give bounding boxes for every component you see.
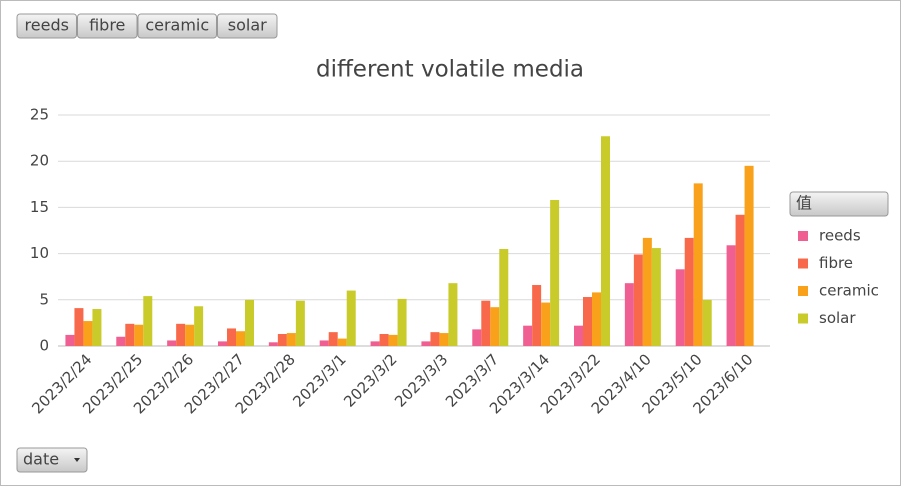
legend-swatch bbox=[798, 313, 808, 324]
bar bbox=[583, 297, 592, 346]
bar bbox=[83, 321, 93, 346]
bar bbox=[379, 333, 389, 346]
field-button[interactable] bbox=[217, 13, 278, 39]
bar bbox=[574, 325, 583, 346]
bar bbox=[346, 290, 356, 346]
bar bbox=[134, 324, 144, 346]
legend-title: 值 bbox=[796, 194, 812, 213]
legend-swatch bbox=[798, 231, 808, 241]
bar bbox=[624, 283, 634, 346]
bar bbox=[601, 136, 610, 346]
legend-title-button[interactable] bbox=[789, 191, 889, 217]
date-field-button[interactable] bbox=[16, 447, 88, 473]
field-button-label: ceramic bbox=[145, 16, 209, 35]
dropdown-arrow bbox=[74, 458, 80, 462]
bar bbox=[218, 341, 227, 346]
legend-label: ceramic bbox=[819, 282, 879, 300]
legend-label: solar bbox=[819, 309, 856, 327]
x-tick-label: 2023/3/3 bbox=[391, 350, 451, 410]
bar bbox=[388, 334, 398, 346]
bar bbox=[125, 323, 135, 346]
bar bbox=[633, 254, 643, 346]
bar bbox=[286, 333, 296, 346]
bar bbox=[295, 300, 305, 346]
bar bbox=[337, 338, 347, 346]
bar bbox=[92, 309, 102, 346]
bar bbox=[370, 341, 380, 346]
bar bbox=[651, 248, 661, 346]
bar bbox=[541, 302, 551, 346]
bar bbox=[532, 285, 542, 346]
chart-title: different volatile media bbox=[316, 57, 584, 83]
x-tick-label: 2023/3/1 bbox=[289, 350, 349, 410]
bar bbox=[194, 306, 204, 346]
bar bbox=[744, 165, 754, 346]
date-field-label: date bbox=[23, 450, 59, 469]
bar bbox=[693, 183, 703, 346]
bar bbox=[472, 329, 482, 346]
bar bbox=[726, 245, 736, 346]
bar bbox=[185, 324, 195, 346]
bar bbox=[675, 269, 685, 346]
bar bbox=[550, 200, 560, 346]
bar bbox=[684, 237, 694, 346]
bar bbox=[430, 332, 440, 346]
y-tick-label: 25 bbox=[30, 106, 49, 124]
bar bbox=[490, 307, 500, 346]
x-tick-label: 2023/3/2 bbox=[340, 350, 400, 410]
y-tick-label: 15 bbox=[30, 198, 49, 216]
bar bbox=[65, 334, 75, 346]
bar bbox=[176, 323, 186, 346]
field-button-label: solar bbox=[228, 16, 267, 35]
bar bbox=[439, 333, 449, 346]
legend-swatch bbox=[798, 258, 808, 269]
bar bbox=[702, 299, 712, 346]
bar bbox=[227, 328, 236, 346]
bar bbox=[397, 298, 407, 346]
field-button-label: reeds bbox=[25, 16, 69, 35]
bar bbox=[328, 332, 338, 346]
field-button[interactable] bbox=[16, 13, 77, 39]
legend-label: fibre bbox=[819, 254, 853, 272]
bar bbox=[277, 333, 287, 346]
bar bbox=[167, 340, 177, 346]
field-button-label: fibre bbox=[89, 16, 125, 35]
legend-label: reeds bbox=[819, 227, 861, 245]
bar bbox=[642, 237, 652, 346]
bar bbox=[116, 336, 126, 346]
y-tick-label: 5 bbox=[39, 290, 49, 308]
y-tick-label: 10 bbox=[30, 244, 49, 262]
legend-swatch bbox=[798, 286, 808, 296]
bar bbox=[735, 214, 745, 346]
bar bbox=[245, 299, 254, 346]
bar bbox=[499, 248, 509, 346]
bar bbox=[268, 342, 278, 346]
bar bbox=[143, 296, 153, 346]
bar bbox=[592, 292, 601, 346]
bar bbox=[421, 341, 431, 346]
y-tick-label: 0 bbox=[39, 337, 49, 355]
y-tick-label: 20 bbox=[30, 152, 49, 170]
bar bbox=[448, 283, 458, 346]
field-button[interactable] bbox=[137, 13, 217, 39]
bar bbox=[481, 300, 491, 346]
bar bbox=[319, 340, 329, 346]
field-button[interactable] bbox=[77, 13, 138, 39]
bar bbox=[236, 331, 245, 346]
bar bbox=[523, 325, 533, 346]
bar bbox=[74, 308, 84, 346]
